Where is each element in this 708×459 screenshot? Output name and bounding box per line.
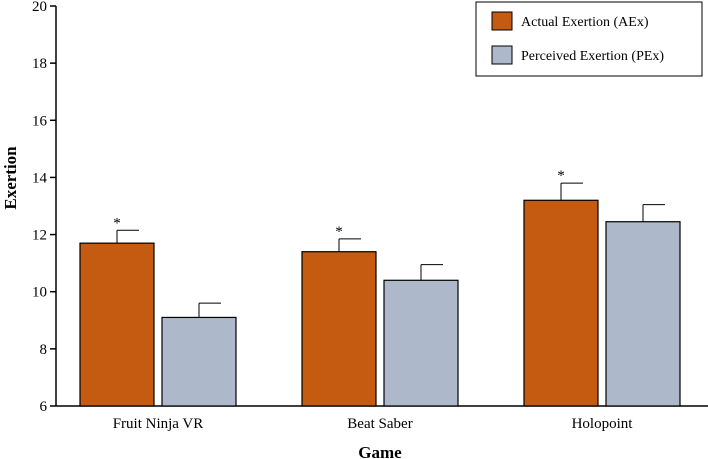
bar [79,242,155,407]
y-tick-label: 16 [32,113,48,129]
legend-label-actual: Actual Exertion (AEx) [521,15,649,30]
bar [301,251,377,407]
legend: Actual Exertion (AEx) Perceived Exertion… [475,1,703,77]
significance-marker: * [557,168,565,184]
y-tick-label: 18 [32,56,47,72]
bar [383,279,459,407]
x-axis-ticks: Fruit Ninja VR Beat Saber Holopoint [113,416,634,432]
significance-marker: * [113,215,121,231]
y-tick-label: 12 [32,228,47,244]
legend-swatch-actual [491,11,513,31]
bar [161,316,237,407]
y-tick-label: 8 [40,342,48,358]
bar [605,221,681,407]
y-tick-label: 10 [32,285,47,301]
y-axis-title: Exertion [1,146,20,210]
legend-label-perceived: Perceived Exertion (PEx) [521,49,664,64]
significance-marker: * [335,224,343,240]
x-axis-title: Game [358,443,402,459]
y-axis-ticks: 6 8 10 12 14 16 18 20 [32,0,56,415]
x-tick-label: Holopoint [572,416,634,432]
bar-series: * * * [79,168,681,407]
x-tick-label: Beat Saber [347,416,412,432]
bar [523,199,599,407]
y-tick-label: 20 [32,0,47,15]
legend-box [475,1,703,77]
y-tick-label: 14 [32,170,48,186]
legend-swatch-perceived [491,45,513,65]
x-tick-label: Fruit Ninja VR [113,416,204,432]
y-tick-label: 6 [40,399,48,415]
